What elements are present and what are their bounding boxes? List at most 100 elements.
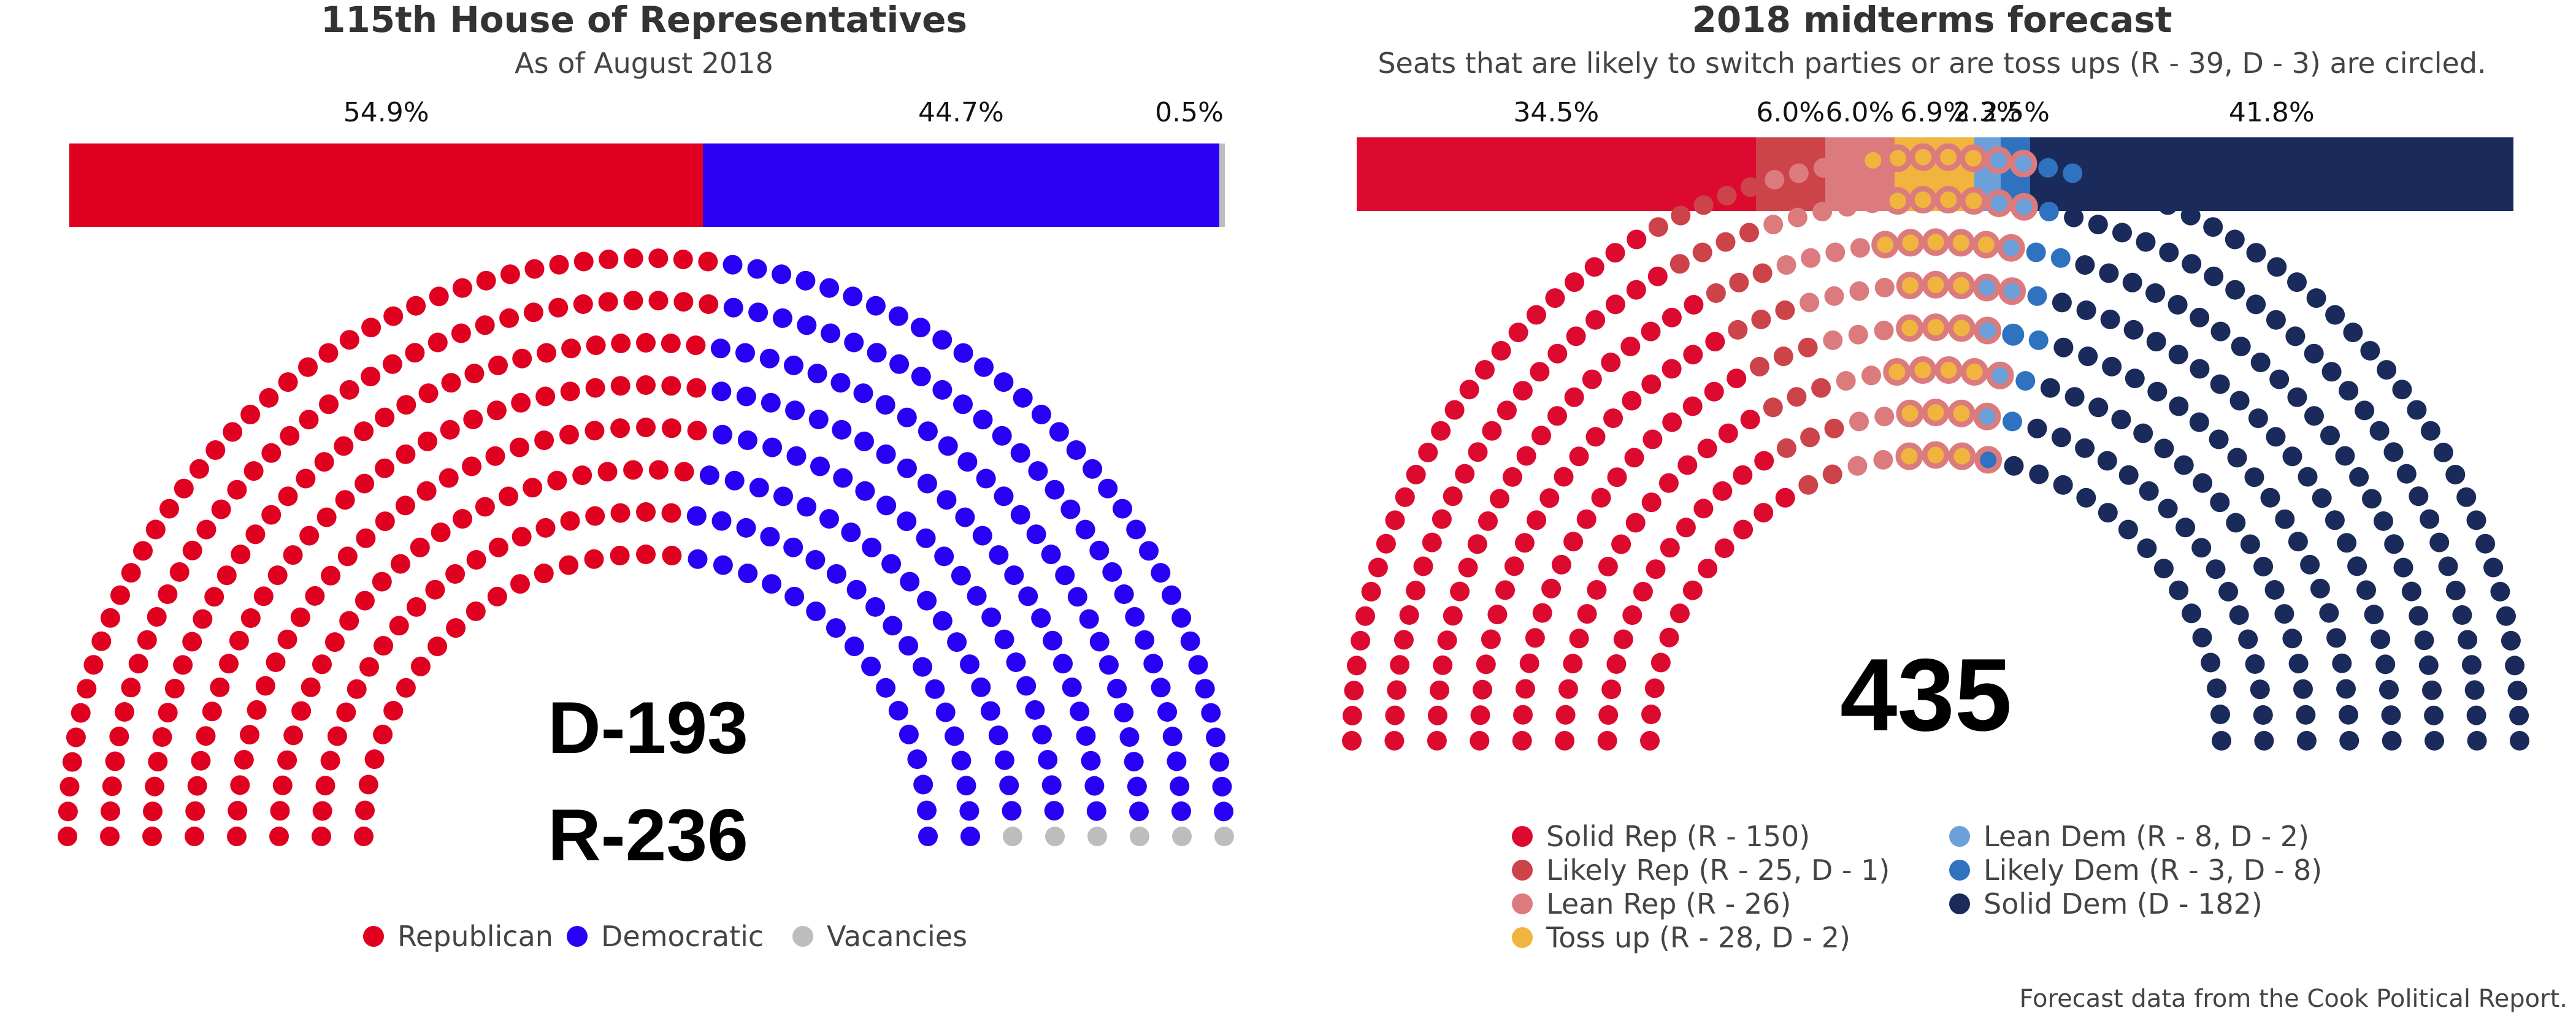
seat-solid-dem <box>2088 215 2108 235</box>
seat-solid-dem <box>2098 503 2118 523</box>
seat-vacancies <box>1087 827 1107 846</box>
seat-republican <box>464 364 485 384</box>
seat-solid-dem <box>2409 486 2429 506</box>
seat-solid-dem <box>2364 605 2384 625</box>
seat-republican <box>355 591 375 611</box>
seat-democratic <box>1083 459 1103 479</box>
seat-republican <box>549 254 569 275</box>
seat-democratic <box>994 629 1014 649</box>
seat-solid-dem <box>2420 509 2440 529</box>
seat-lean-dem <box>2009 150 2037 178</box>
seat-solid-rep <box>1558 679 1578 699</box>
seat-democratic <box>1076 726 1096 746</box>
seat-solid-dem <box>2429 532 2450 552</box>
seat-solid-dem <box>2229 391 2250 411</box>
seat-democratic <box>819 509 839 529</box>
seat-republican <box>316 507 337 527</box>
seat-republican <box>573 294 593 314</box>
seat-solid-rep <box>1547 343 1568 364</box>
seat-democratic <box>805 550 826 570</box>
seat-solid-dem <box>2168 345 2188 365</box>
seat-solid-rep <box>1611 534 1631 554</box>
seat-republican <box>361 367 381 386</box>
seat-republican <box>269 827 289 846</box>
seat-solid-rep <box>1677 455 1698 475</box>
seat-democratic <box>784 355 803 375</box>
seat-solid-rep <box>1497 400 1517 421</box>
seat-toss-up <box>1859 147 1887 174</box>
seat-solid-dem <box>2464 680 2485 700</box>
seat-solid-rep <box>1659 627 1679 648</box>
seat-democratic <box>736 386 756 407</box>
seat-likely-dem <box>2028 330 2049 350</box>
seat-democratic <box>1214 801 1234 822</box>
seat-democratic <box>1209 752 1230 772</box>
seat-republican <box>354 827 374 846</box>
seat-solid-rep <box>1516 679 1535 699</box>
seat-republican <box>339 380 359 400</box>
seat-republican <box>283 545 303 565</box>
seat-solid-dem <box>2210 705 2230 724</box>
seat-democratic <box>748 302 769 323</box>
seat-republican <box>396 395 416 415</box>
seat-democratic <box>876 678 896 698</box>
seat-republican <box>406 296 426 316</box>
seat-republican <box>114 702 134 722</box>
seat-republican <box>446 618 466 638</box>
percent-label-solid-dem: 41.8% <box>2228 97 2315 128</box>
seat-solid-dem <box>2158 499 2178 519</box>
seat-solid-dem <box>2287 272 2307 292</box>
seat-democratic <box>1170 776 1190 797</box>
seat-solid-dem <box>2175 518 2196 538</box>
seat-republican <box>425 579 445 600</box>
seat-solid-rep <box>1482 421 1502 441</box>
seat-republican <box>266 652 286 672</box>
seat-republican <box>509 437 529 457</box>
seat-solid-dem <box>2371 629 2391 649</box>
seat-republican <box>245 524 266 545</box>
seat-solid-rep <box>1626 280 1646 300</box>
seat-likely-dem <box>2050 248 2071 268</box>
seat-solid-dem <box>2510 731 2529 751</box>
seat-democratic <box>883 616 903 636</box>
seat-republican <box>62 752 82 772</box>
seat-solid-dem <box>2507 681 2528 701</box>
seat-toss-up <box>1934 143 1962 171</box>
seat-lean-rep <box>1813 158 1833 178</box>
seat-republican <box>277 629 297 649</box>
seat-solid-rep <box>1641 321 1661 342</box>
seat-republican <box>451 323 471 343</box>
seat-democratic <box>1124 752 1144 772</box>
percent-label-vacancies: 0.5% <box>1155 97 1224 128</box>
seat-democratic <box>1102 562 1122 582</box>
seat-republican <box>396 678 416 698</box>
seat-republican <box>499 486 518 506</box>
seat-solid-rep <box>1531 426 1551 446</box>
seat-democratic <box>810 456 830 476</box>
seat-solid-dem <box>2269 369 2290 389</box>
seat-democratic <box>899 636 918 656</box>
seat-republican <box>573 251 594 272</box>
seat-democratic <box>1114 584 1134 604</box>
seat-democratic <box>980 701 1000 721</box>
seat-likely-dem <box>2003 411 2022 432</box>
seat-likely-rep <box>1729 272 1749 292</box>
seat-solid-rep <box>1627 229 1647 250</box>
seat-solid-dem <box>2296 731 2317 751</box>
seat-democratic <box>913 774 933 795</box>
seat-democratic <box>832 419 852 440</box>
seat-likely-rep <box>1648 217 1668 237</box>
percent-label-toss-up: 6.9% <box>1900 97 1969 128</box>
seat-democratic <box>1139 541 1159 561</box>
seat-republican <box>196 726 216 746</box>
seat-solid-dem <box>2356 580 2376 600</box>
seat-democratic <box>1119 727 1140 747</box>
seat-republican <box>83 655 104 675</box>
seat-republican <box>499 308 519 328</box>
seat-lean-rep <box>1838 153 1858 174</box>
seat-solid-rep <box>1351 630 1371 651</box>
legend-item-democratic: Democratic <box>567 920 764 953</box>
seat-republican <box>431 522 451 543</box>
seat-solid-dem <box>2349 467 2369 487</box>
seat-solid-rep <box>1554 467 1574 487</box>
